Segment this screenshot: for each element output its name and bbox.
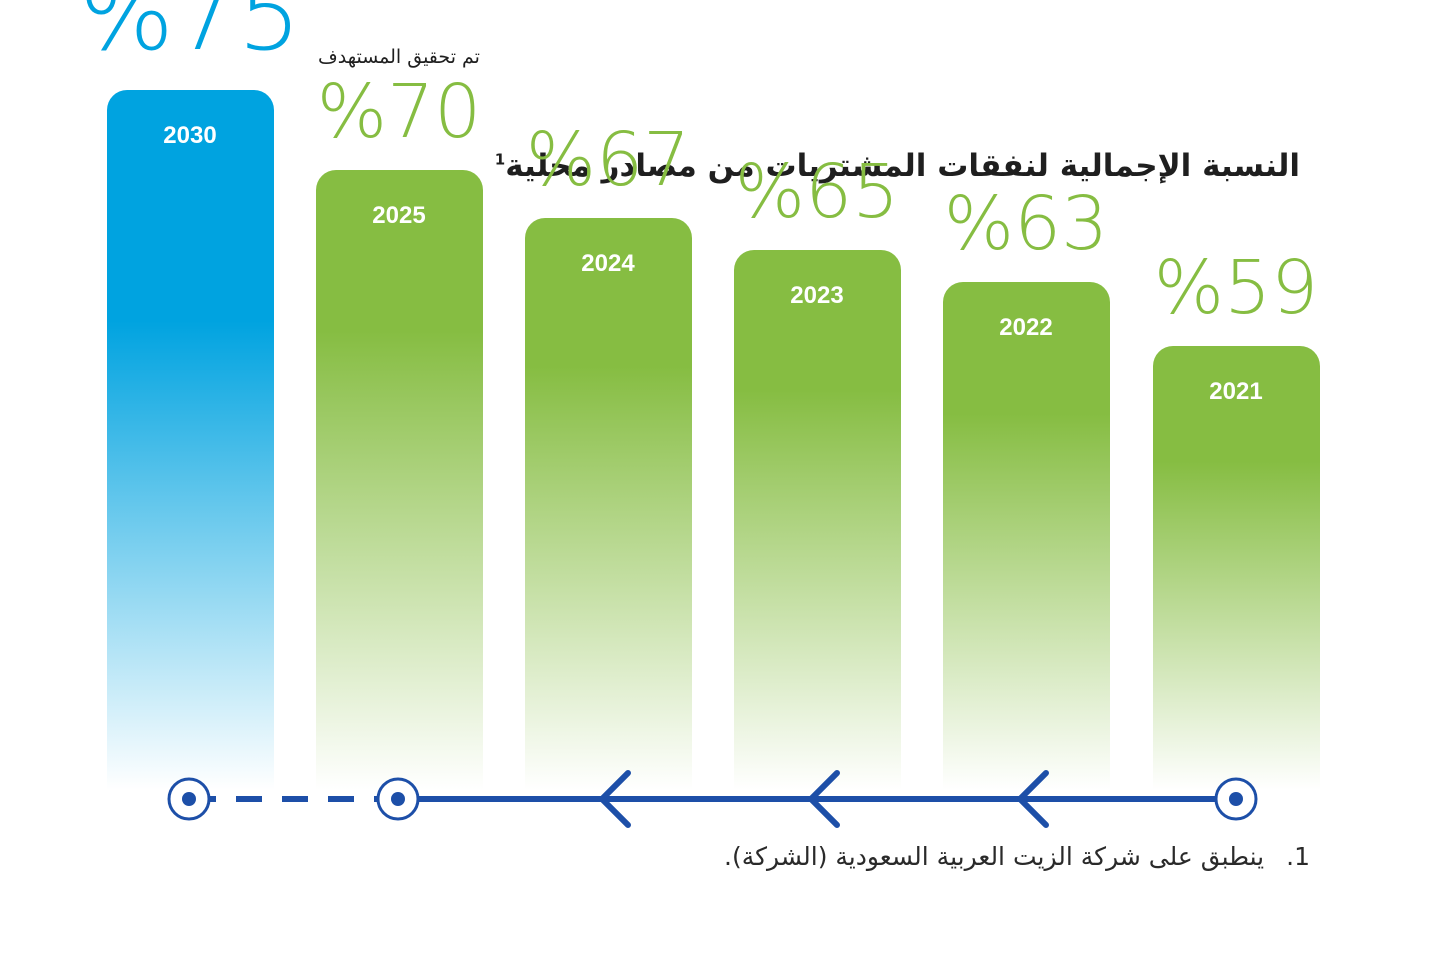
annotation-2025: تم تحقيق المستهدف [318,46,480,68]
bar-2021: 2021 [1152,346,1320,790]
footnote-text: ينطبق على شركة الزيت العربية السعودية (ا… [724,842,1265,871]
value-label-2021: %59 [1153,245,1319,331]
footnote-number: 1. [1286,842,1310,871]
timeline-node-dot-2030 [182,792,196,806]
timeline-arrow-2023 [808,770,840,828]
timeline-node-dot-2021 [1229,792,1243,806]
value-label-2030: %75 [78,0,302,73]
bar-year-label: 2030 [163,122,217,149]
value-label-2024: %67 [525,117,691,203]
timeline-node-dot-2025 [391,792,405,806]
bar-year-label: 2024 [581,250,635,277]
bar-year-label: 2023 [790,282,844,309]
value-label-2023: %65 [734,149,900,235]
bar-2022: 2022 [942,282,1110,790]
bar-2030: 2030 [106,90,274,790]
value-label-2022: %63 [943,181,1109,267]
chart-title: النسبة الإجمالية لنفقات المشتريات من مصا… [494,148,1300,184]
timeline-arrow-2022 [1017,770,1049,828]
bar-year-label: 2022 [999,314,1053,341]
value-label-2025: %70 [316,69,482,155]
bar-2025: 2025 [315,170,483,790]
bar-2023: 2023 [733,250,901,790]
bar-year-label: 2025 [372,202,426,229]
bar-2024: 2024 [524,218,692,790]
bar-year-label: 2021 [1209,378,1263,405]
footnote: 1. ينطبق على شركة الزيت العربية السعودية… [724,842,1310,871]
timeline-arrow-2024 [599,770,631,828]
